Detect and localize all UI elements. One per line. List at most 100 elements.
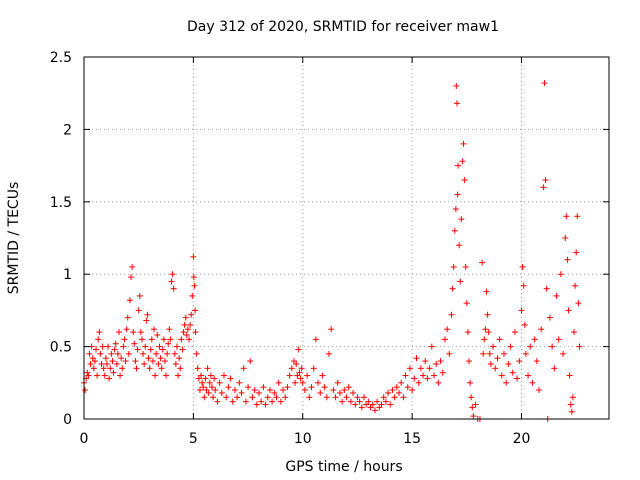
data-point <box>531 336 538 343</box>
data-point <box>223 394 230 401</box>
data-point <box>391 394 398 401</box>
data-point <box>282 394 289 401</box>
data-point <box>151 326 157 333</box>
data-point <box>450 263 457 270</box>
data-point <box>542 177 549 184</box>
data-point <box>321 384 328 391</box>
data-point <box>179 346 186 353</box>
data-point <box>505 360 512 367</box>
data-point <box>487 360 494 367</box>
data-point <box>98 360 105 367</box>
data-point <box>540 184 547 191</box>
data-point <box>84 369 91 376</box>
data-point <box>446 350 453 357</box>
data-point <box>143 317 150 324</box>
data-point <box>538 326 545 333</box>
data-point <box>292 379 299 386</box>
data-point <box>520 282 527 289</box>
data-point <box>154 332 161 339</box>
data-point <box>306 394 313 401</box>
axis-ticks <box>83 56 609 420</box>
data-point <box>153 350 160 357</box>
data-point <box>173 343 180 350</box>
data-point <box>229 398 236 405</box>
data-point <box>156 343 163 350</box>
data-point <box>206 379 213 386</box>
data-point <box>180 329 187 336</box>
data-point <box>563 213 570 220</box>
data-point <box>457 278 464 285</box>
data-point <box>218 389 225 396</box>
x-tick-label: 10 <box>294 431 312 447</box>
data-point <box>420 372 427 379</box>
data-point <box>192 307 199 314</box>
data-point <box>406 365 413 372</box>
data-point <box>365 398 372 405</box>
data-point <box>266 387 273 394</box>
data-point <box>461 177 468 184</box>
data-point <box>433 360 440 367</box>
data-point <box>387 401 394 408</box>
data-point <box>521 321 528 328</box>
data-point <box>514 375 521 382</box>
y-axis-label: SRMTID / TECUs <box>6 182 22 295</box>
data-point <box>94 372 101 379</box>
data-point <box>569 394 576 401</box>
data-point <box>295 346 302 353</box>
plot-frame <box>83 56 610 420</box>
x-axis-label: GPS time / hours <box>285 459 402 475</box>
data-point <box>426 365 433 372</box>
data-point <box>247 358 254 365</box>
data-point <box>163 372 170 379</box>
data-point <box>145 355 152 362</box>
data-point <box>194 365 201 372</box>
data-point <box>564 256 571 263</box>
data-point <box>354 394 361 401</box>
data-point <box>398 379 405 386</box>
data-point <box>187 321 194 328</box>
data-point <box>469 404 476 411</box>
grid-lines <box>84 57 609 419</box>
data-point <box>121 336 128 343</box>
x-tick-label: 15 <box>403 431 421 447</box>
data-point <box>312 336 319 343</box>
data-point <box>371 407 378 414</box>
chart-title: Day 312 of 2020, SRMTID for receiver maw… <box>187 19 499 35</box>
data-point <box>82 387 89 394</box>
data-point <box>87 360 94 367</box>
data-point <box>431 372 437 379</box>
data-point <box>204 365 211 372</box>
data-point <box>96 329 103 336</box>
data-point <box>198 372 205 379</box>
data-point <box>439 369 446 376</box>
data-point <box>339 398 346 405</box>
data-point <box>492 365 499 372</box>
data-point <box>124 314 131 321</box>
data-point <box>120 343 127 350</box>
data-point <box>374 398 381 405</box>
data-point <box>126 297 133 304</box>
data-point <box>551 365 558 372</box>
data-point <box>137 329 144 336</box>
data-point <box>452 206 459 213</box>
data-point <box>164 350 171 357</box>
data-point <box>158 365 165 372</box>
data-point <box>319 372 326 379</box>
data-point <box>435 379 442 386</box>
data-point <box>178 336 185 343</box>
data-point <box>396 389 402 396</box>
data-point <box>343 394 350 401</box>
data-point <box>155 360 162 367</box>
data-point <box>118 355 125 362</box>
data-point <box>90 365 97 372</box>
data-point <box>133 365 140 372</box>
data-point <box>518 307 525 314</box>
data-point <box>190 253 197 260</box>
data-point <box>110 369 117 376</box>
data-point <box>511 329 518 336</box>
data-point <box>503 379 510 386</box>
y-tick-label: 2 <box>63 122 72 138</box>
data-point <box>103 360 110 367</box>
data-point <box>402 372 409 379</box>
data-point <box>486 350 493 357</box>
